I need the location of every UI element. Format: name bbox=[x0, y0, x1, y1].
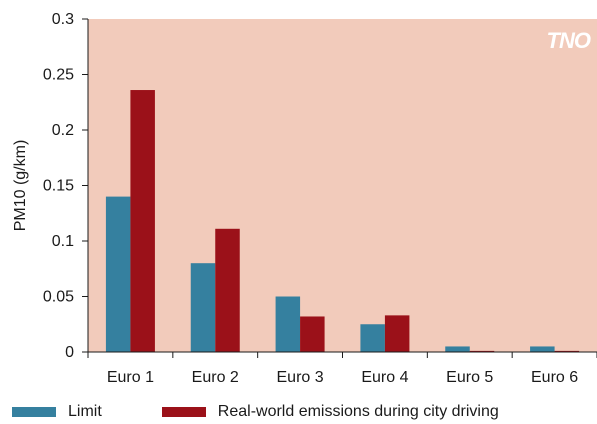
x-tick-label: Euro 1 bbox=[107, 369, 154, 386]
x-tick-label: Euro 6 bbox=[531, 369, 578, 386]
bar-limit-euro-2 bbox=[190, 263, 216, 352]
bar-limit-euro-4 bbox=[360, 324, 385, 352]
legend-swatch-real-world bbox=[161, 407, 206, 417]
x-tick-label: Euro 4 bbox=[361, 369, 408, 386]
y-tick-label: 0.3 bbox=[52, 11, 74, 28]
legend-item-limit: Limit bbox=[12, 403, 102, 421]
legend-label-real-world: Real-world emissions during city driving bbox=[217, 403, 499, 420]
axes-group: 0 0.05 0.1 0.15 0.2 0.25 0.3 Euro 1 Euro 2 Euro 3… bbox=[43, 11, 597, 386]
bar-limit-euro-6 bbox=[530, 346, 555, 352]
x-tick-label: Euro 5 bbox=[446, 369, 493, 386]
pm10-bar-chart: 0 0.05 0.1 0.15 0.2 0.25 0.3 Euro 1 Euro 2 Euro 3… bbox=[12, 11, 597, 386]
legend: Limit Real-world emissions during city d… bbox=[12, 400, 559, 424]
legend-swatch-limit bbox=[12, 407, 56, 417]
y-tick-label: 0.15 bbox=[43, 178, 74, 195]
plot-area bbox=[88, 19, 597, 352]
y-tick-label: 0.1 bbox=[52, 233, 74, 250]
tno-logo: TNO bbox=[547, 28, 591, 53]
bar-real-world-euro-3 bbox=[300, 316, 325, 352]
y-axis-title: PM10 (g/km) bbox=[12, 140, 29, 232]
bar-limit-euro-1 bbox=[105, 196, 131, 352]
y-tick-label: 0.05 bbox=[43, 289, 74, 306]
bar-real-world-euro-5 bbox=[469, 350, 495, 352]
bar-real-world-euro-1 bbox=[130, 90, 155, 352]
bars-group bbox=[105, 90, 580, 352]
bar-real-world-euro-2 bbox=[215, 228, 240, 352]
y-tick-label: 0.25 bbox=[43, 67, 74, 84]
x-tick-label: Euro 3 bbox=[277, 369, 324, 386]
bar-real-world-euro-6 bbox=[554, 350, 580, 352]
y-tick-label: 0 bbox=[65, 344, 74, 361]
bar-real-world-euro-4 bbox=[384, 315, 410, 352]
bar-limit-euro-5 bbox=[445, 346, 470, 352]
x-tick-label: Euro 2 bbox=[192, 369, 239, 386]
bar-limit-euro-3 bbox=[275, 296, 301, 352]
legend-label-limit: Limit bbox=[68, 403, 102, 420]
legend-item-real-world: Real-world emissions during city driving bbox=[161, 403, 499, 421]
y-tick-label: 0.2 bbox=[52, 122, 74, 139]
